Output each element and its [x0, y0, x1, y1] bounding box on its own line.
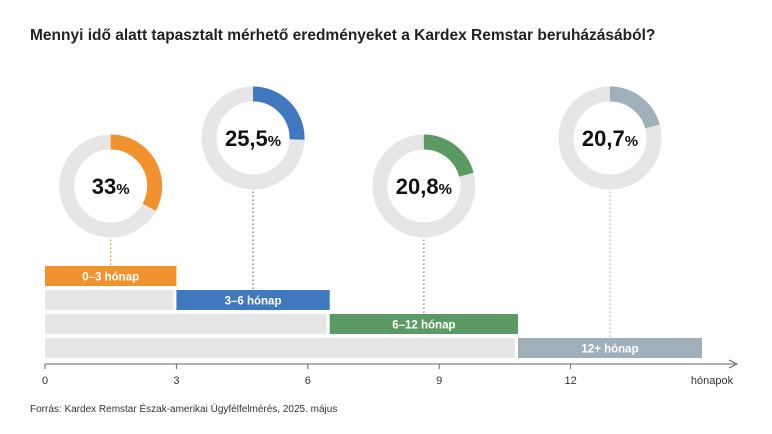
- segment-label-3: 6–12 hónap: [392, 320, 455, 332]
- segment-label-1: 0–3 hónap: [82, 272, 139, 284]
- donut-arc-4: [558, 86, 662, 190]
- donut-value-1: 33%: [92, 174, 130, 199]
- track-bar-4: [45, 338, 516, 358]
- track-bar-2: [45, 290, 174, 310]
- segment-label-2: 3–6 hónap: [225, 296, 282, 308]
- x-tick-label-12: 12: [564, 375, 576, 387]
- track-bar-3: [45, 314, 327, 334]
- segment-label-4: 12+ hónap: [581, 344, 638, 356]
- donut-value-2: 25,5%: [225, 126, 281, 151]
- x-axis-label: hónapok: [691, 375, 734, 387]
- segment-bar-1: [45, 266, 177, 286]
- segment-bar-3: [329, 314, 519, 334]
- x-tick-label-9: 9: [436, 375, 442, 387]
- chart-title: Mennyi idő alatt tapasztalt mérhető ered…: [30, 27, 656, 44]
- donut-arc-1: [59, 134, 163, 238]
- donut-arc-2: [201, 86, 305, 190]
- donut-value-3: 20,8%: [396, 174, 452, 199]
- x-tick-label-3: 3: [173, 375, 179, 387]
- donut-arc-3: [372, 134, 476, 238]
- donut-value-4: 20,7%: [582, 126, 638, 151]
- segment-bar-2: [176, 290, 330, 310]
- source-note: Forrás: Kardex Remstar Észak-amerikai Üg…: [30, 404, 338, 415]
- x-tick-label-0: 0: [42, 375, 48, 387]
- segment-bar-4: [518, 338, 702, 358]
- x-tick-label-6: 6: [305, 375, 311, 387]
- x-axis-arrow: [728, 359, 739, 369]
